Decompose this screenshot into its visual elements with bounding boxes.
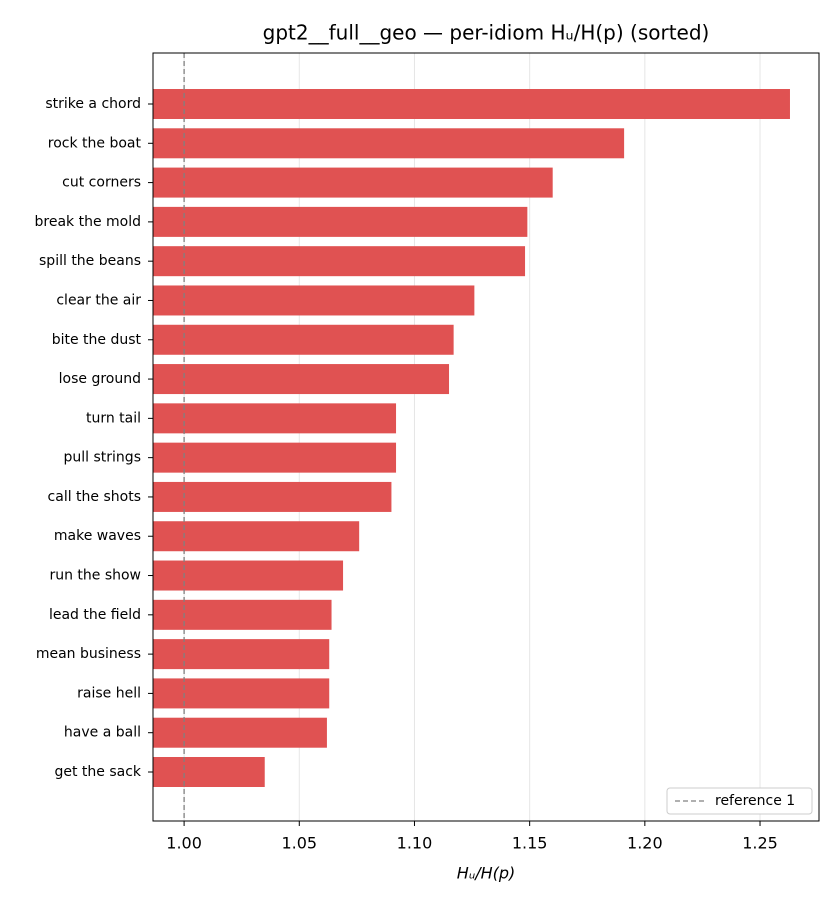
legend-label: reference 1: [715, 793, 795, 809]
bar: [153, 206, 528, 237]
bar: [153, 167, 553, 198]
bar: [153, 678, 330, 709]
y-tick-label: strike a chord: [45, 96, 141, 112]
x-tick-label: 1.05: [281, 834, 317, 853]
y-tick-label: lead the field: [49, 607, 141, 623]
bar: [153, 757, 265, 787]
y-tick-label: rock the boat: [48, 135, 142, 151]
bar: [153, 364, 450, 395]
y-tick-label: cut corners: [62, 175, 141, 191]
y-tick-label: mean business: [36, 646, 141, 662]
y-tick-label: pull strings: [64, 450, 141, 466]
y-tick-label: get the sack: [54, 764, 141, 780]
bar: [153, 128, 625, 159]
y-tick-label: bite the dust: [52, 332, 142, 348]
y-tick-label: break the mold: [35, 214, 142, 230]
bar: [153, 324, 454, 355]
y-tick-label: lose ground: [59, 371, 141, 387]
x-tick-label: 1.20: [627, 834, 663, 853]
y-tick-label: turn tail: [86, 410, 141, 426]
bar: [153, 521, 360, 552]
bar: [153, 639, 330, 670]
y-tick-label: run the show: [49, 568, 141, 584]
chart-title: gpt2__full__geo — per-idiom Hᵤ/H(p) (sor…: [263, 21, 710, 45]
y-tick-label: spill the beans: [39, 253, 141, 269]
x-tick-label: 1.10: [397, 834, 433, 853]
bar: [153, 285, 475, 316]
bar: [153, 599, 332, 630]
y-tick-label: make waves: [54, 528, 141, 544]
x-tick-label: 1.25: [742, 834, 778, 853]
y-tick-label: have a ball: [64, 725, 141, 741]
y-tick-label: clear the air: [56, 292, 141, 308]
legend-box: [666, 787, 813, 815]
bar: [153, 717, 327, 748]
bar: [153, 89, 790, 119]
bar: [153, 403, 397, 434]
plot-frame: [152, 52, 820, 822]
x-tick-label: 1.15: [512, 834, 548, 853]
x-tick-label: 1.00: [166, 834, 202, 853]
y-tick-label: raise hell: [77, 685, 141, 701]
x-axis-label: Hᵤ/H(p): [457, 864, 516, 883]
bar: [153, 481, 392, 512]
y-tick-label: call the shots: [48, 489, 141, 505]
bar: [153, 246, 526, 277]
bar: [153, 560, 344, 591]
bar: [153, 442, 397, 473]
